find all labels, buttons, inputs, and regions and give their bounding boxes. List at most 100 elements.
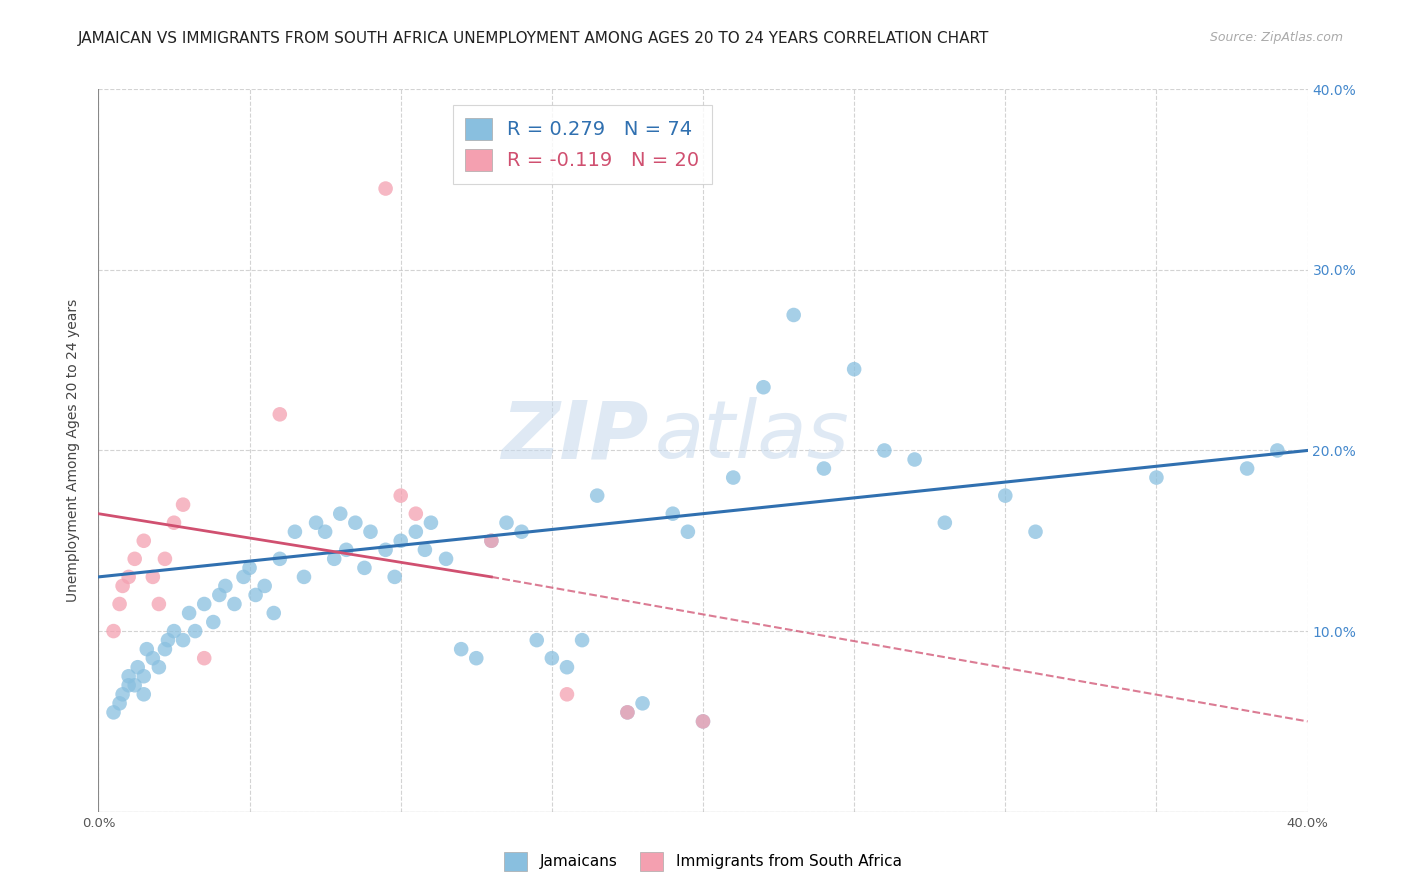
Text: Source: ZipAtlas.com: Source: ZipAtlas.com xyxy=(1209,31,1343,45)
Point xyxy=(904,452,927,467)
Point xyxy=(1267,443,1289,458)
Y-axis label: Unemployment Among Ages 20 to 24 years: Unemployment Among Ages 20 to 24 years xyxy=(66,299,80,602)
Point xyxy=(142,651,165,665)
Point xyxy=(108,597,131,611)
Point xyxy=(405,524,427,539)
Point xyxy=(202,615,225,629)
Point xyxy=(329,507,352,521)
Point xyxy=(163,516,186,530)
Point xyxy=(465,651,488,665)
Point xyxy=(389,533,412,548)
Point xyxy=(179,606,201,620)
Point xyxy=(163,624,186,639)
Point xyxy=(692,714,714,729)
Point xyxy=(148,660,170,674)
Point xyxy=(118,669,141,683)
Text: ZIP: ZIP xyxy=(501,397,648,475)
Point xyxy=(631,697,654,711)
Point xyxy=(263,606,285,620)
Point xyxy=(111,687,134,701)
Point xyxy=(184,624,207,639)
Point xyxy=(389,489,412,503)
Point xyxy=(661,507,683,521)
Point xyxy=(752,380,775,394)
Point xyxy=(844,362,866,376)
Point xyxy=(118,678,141,692)
Point xyxy=(239,561,262,575)
Point xyxy=(132,687,155,701)
Point xyxy=(323,551,346,566)
Point xyxy=(571,633,593,648)
Point xyxy=(193,597,215,611)
Point xyxy=(374,181,396,195)
Point xyxy=(292,570,315,584)
Point xyxy=(420,516,443,530)
Point xyxy=(135,642,157,657)
Point xyxy=(934,516,956,530)
Point xyxy=(172,633,194,648)
Point xyxy=(495,516,517,530)
Point xyxy=(208,588,231,602)
Point xyxy=(153,551,176,566)
Point xyxy=(193,651,215,665)
Point xyxy=(305,516,328,530)
Point xyxy=(783,308,806,322)
Point xyxy=(616,706,638,720)
Point xyxy=(142,570,165,584)
Point xyxy=(253,579,276,593)
Point xyxy=(1144,470,1167,484)
Point xyxy=(127,660,149,674)
Point xyxy=(510,524,533,539)
Point xyxy=(723,470,745,484)
Point xyxy=(692,714,714,729)
Point xyxy=(172,498,194,512)
Point xyxy=(676,524,699,539)
Point xyxy=(118,570,141,584)
Point xyxy=(284,524,307,539)
Point xyxy=(132,533,155,548)
Point xyxy=(405,507,427,521)
Point xyxy=(156,633,179,648)
Point xyxy=(314,524,336,539)
Point xyxy=(335,542,357,557)
Point xyxy=(111,579,134,593)
Point xyxy=(434,551,457,566)
Text: JAMAICAN VS IMMIGRANTS FROM SOUTH AFRICA UNEMPLOYMENT AMONG AGES 20 TO 24 YEARS : JAMAICAN VS IMMIGRANTS FROM SOUTH AFRICA… xyxy=(77,31,988,46)
Point xyxy=(384,570,406,584)
Point xyxy=(124,678,146,692)
Point xyxy=(108,697,131,711)
Point xyxy=(269,407,291,422)
Legend: Jamaicans, Immigrants from South Africa: Jamaicans, Immigrants from South Africa xyxy=(495,843,911,880)
Point xyxy=(813,461,835,475)
Point xyxy=(103,624,125,639)
Point xyxy=(540,651,562,665)
Point xyxy=(616,706,638,720)
Point xyxy=(1236,461,1258,475)
Point xyxy=(994,489,1017,503)
Point xyxy=(353,561,375,575)
Point xyxy=(232,570,254,584)
Point xyxy=(526,633,548,648)
Point xyxy=(481,533,503,548)
Point xyxy=(1024,524,1046,539)
Point xyxy=(344,516,367,530)
Point xyxy=(132,669,155,683)
Point xyxy=(153,642,176,657)
Point xyxy=(586,489,609,503)
Point xyxy=(374,542,396,557)
Point xyxy=(450,642,472,657)
Point xyxy=(413,542,436,557)
Point xyxy=(555,660,578,674)
Point xyxy=(214,579,236,593)
Text: atlas: atlas xyxy=(655,397,849,475)
Point xyxy=(269,551,291,566)
Point xyxy=(555,687,578,701)
Point xyxy=(224,597,246,611)
Point xyxy=(245,588,267,602)
Point xyxy=(481,533,503,548)
Legend: R = 0.279   N = 74, R = -0.119   N = 20: R = 0.279 N = 74, R = -0.119 N = 20 xyxy=(453,105,711,184)
Point xyxy=(103,706,125,720)
Point xyxy=(873,443,896,458)
Point xyxy=(148,597,170,611)
Point xyxy=(124,551,146,566)
